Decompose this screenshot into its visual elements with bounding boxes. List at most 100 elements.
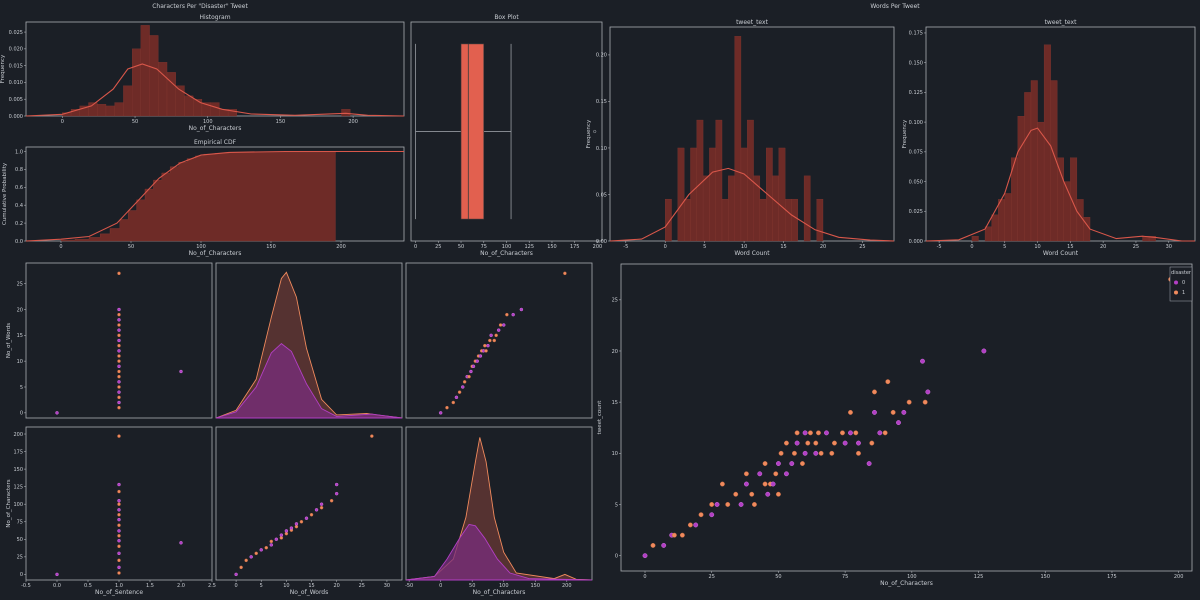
scatter_words_vs_chars-frame — [620, 263, 1193, 572]
legend-title: disaster — [1171, 270, 1192, 276]
pair_chars_vs_sentence-ytick-label: 25 — [17, 555, 23, 561]
hist_words_1-bar — [759, 198, 767, 242]
ecdf_chars-title: Empirical CDF — [194, 139, 237, 146]
scatter_words_vs_chars-xtick-label: 175 — [1107, 574, 1117, 580]
ecdf_chars-ecdf-area — [60, 151, 336, 242]
pair_words_vs_sentence-point — [117, 328, 121, 332]
hist_chars-ytick-label: 0.000 — [9, 114, 23, 120]
hist_words_1-xtick-label: 5 — [703, 244, 706, 250]
pair_chars_vs_words-point — [264, 545, 269, 550]
scatter_words_vs_chars-point — [848, 430, 853, 436]
pair_chars_vs_words-point — [314, 508, 319, 512]
scatter_words_vs_chars-point — [709, 502, 715, 507]
charts-group: 0 50 100 150 2000.0000.0050.0100.0150.0200.0… — [0, 14, 1196, 596]
pair_chars_kde-xtick-label: -50 — [405, 583, 413, 589]
hist_words_2-ytick-label: 0.025 — [909, 209, 923, 215]
scatter_words_vs_chars-point — [866, 461, 872, 466]
scatter_words_vs_chars-point — [709, 512, 715, 518]
scatter_words_vs_chars-point — [775, 491, 781, 497]
pair_chars_vs_sentence-ytick-label: 75 — [17, 520, 23, 526]
legend-marker-1 — [1174, 290, 1178, 295]
pair_chars_vs_sentence-ytick-label: 175 — [13, 449, 23, 455]
pair_chars_vs_words-xtick-label: 30 — [384, 583, 390, 589]
scatter_words_vs_chars-point — [885, 379, 891, 385]
right-super-title: Words Per Tweet — [870, 3, 920, 10]
pair_words_vs_chars-point — [492, 338, 497, 343]
box_chars-xtick-label: 200 — [593, 244, 603, 250]
pair_words_vs_sentence-point — [117, 307, 121, 312]
hist_words_1-bar — [684, 198, 691, 242]
pair_chars_vs_sentence-xtick-label: 2.0 — [177, 583, 185, 589]
pair_words_vs_sentence-point — [179, 369, 183, 374]
hist_words_2-bar — [1017, 116, 1025, 242]
hist_words_2-xtick-label: 15 — [1067, 244, 1073, 250]
hist_words_2-bar — [998, 199, 1005, 242]
box_chars-xtick-label: 175 — [570, 244, 580, 250]
pair_words_vs_sentence-point — [117, 271, 121, 276]
hist_chars-kde-line — [25, 63, 405, 117]
hist_words_1-bar — [778, 147, 786, 242]
scatter_words_vs_chars-xtick-label: 125 — [974, 574, 984, 580]
scatter_words_vs_chars-point — [775, 461, 781, 466]
pair_chars_vs_sentence-xtick-label: 2.5 — [208, 583, 216, 589]
hist_chars-title: Histogram — [199, 14, 230, 21]
hist_chars-xtick-label: 50 — [132, 119, 138, 125]
ecdf_chars-ecdf-line — [25, 150, 404, 242]
scatter_words_vs_chars-point — [802, 450, 808, 456]
pair_chars_vs_words-frame — [215, 426, 403, 581]
hist_chars-xtick-label: 200 — [348, 119, 358, 125]
hist_words_1-title: tweet_text — [736, 19, 768, 26]
hist_chars-xlabel: No_of_Characters — [189, 125, 242, 132]
hist_words_2-ytick-label: 0.125 — [909, 90, 923, 96]
scatter_words_vs_chars-point — [679, 532, 685, 538]
pair_chars_vs_sentence-point — [117, 565, 121, 570]
hist_words_1-xtick-label: 25 — [859, 244, 865, 250]
pair_words_vs_sentence-points — [55, 271, 183, 415]
pair_chars_vs_words-point — [279, 536, 284, 540]
ecdf_chars-xtick-label: 50 — [128, 244, 134, 250]
left-super-title: Characters Per "Disaster" Tweet — [152, 3, 248, 10]
pair_chars_kde-xtick-label: 100 — [499, 583, 509, 589]
hist_words_2-xtick-label: -5 — [937, 244, 942, 250]
scatter_words_vs_chars-point — [896, 420, 901, 426]
pair_words_vs_sentence-ytick-label: 10 — [17, 359, 23, 365]
pair_words_vs_sentence-point — [117, 405, 121, 410]
hist_words_1-bar — [702, 175, 710, 242]
ecdf_chars-ytick-label: 0.2 — [15, 221, 23, 227]
scatter_words_vs_chars-point — [773, 471, 779, 477]
pair_chars_vs_words-xtick-label: 0 — [235, 583, 238, 589]
scatter_words_vs_chars-point — [890, 409, 896, 415]
hist_words_1-bar — [734, 36, 742, 242]
scatter_words_vs_chars-point — [661, 542, 667, 548]
pair_chars_vs_words-xtick-label: 15 — [308, 583, 314, 589]
pair_chars_vs_sentence-axes: -0.5 0.0 0.5 1.0 1.5 2.0 2.5 0 25 50 75 100 125 150 17… — [6, 426, 216, 596]
scatter_words_vs_chars-point — [762, 461, 768, 466]
pair_words_vs_chars-point — [494, 333, 498, 338]
pair_chars_vs_words-point — [269, 543, 274, 547]
scatter_words_vs_chars-ytick-label: 25 — [612, 298, 618, 304]
pair_words_vs_chars-point — [471, 364, 476, 369]
hist_words_2-ytick-label: 0.050 — [909, 179, 923, 185]
hist_words_2-xtick-label: 20 — [1100, 244, 1106, 250]
hist_words_2-xlabel: Word Count — [1043, 250, 1079, 257]
scatter_words_vs_chars-point — [719, 481, 725, 487]
hist_words_1-bar — [690, 147, 697, 242]
pair_chars_vs_words-point — [294, 522, 299, 526]
pair_words_vs_sentence-frame — [25, 262, 213, 419]
scatter_words_vs_chars-point — [770, 481, 776, 487]
hist_words_2-ytick-label: 0.075 — [909, 150, 923, 156]
hist_chars-bar — [193, 99, 203, 117]
hist_words_2-xtick-label: 10 — [1034, 244, 1040, 250]
box_chars-xtick-label: 125 — [524, 244, 534, 250]
pair_words_vs_sentence-point — [117, 395, 121, 400]
ecdf_chars-xtick-label: 100 — [196, 244, 206, 250]
pair_words_vs_sentence-point — [117, 318, 121, 322]
pair_chars_vs_words-xlabel: No_of_Words — [290, 589, 329, 596]
pair_words_vs_chars-point — [451, 400, 456, 405]
scatter_words_vs_chars-point — [791, 450, 797, 456]
box_chars-xtick-label: 0 — [414, 244, 417, 250]
hist_chars-bar — [140, 25, 150, 117]
scatter_words_vs_chars-ytick-label: 5 — [615, 502, 618, 508]
pair_chars_kde-kde-series0 — [405, 523, 593, 581]
ecdf_chars-xtick-label: 0 — [59, 244, 62, 250]
